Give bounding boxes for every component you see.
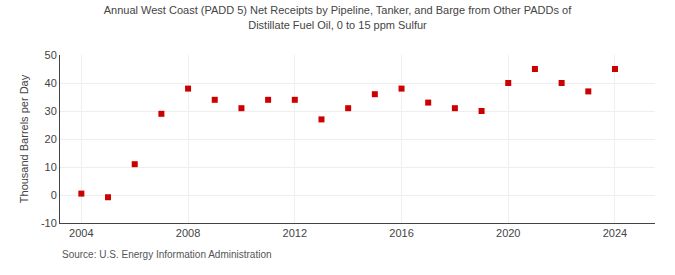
svg-text:Source: U.S. Energy Informatio: Source: U.S. Energy Information Administ… (62, 249, 272, 260)
svg-text:2016: 2016 (389, 227, 413, 239)
svg-text:Annual West Coast (PADD 5) Net: Annual West Coast (PADD 5) Net Receipts … (104, 4, 572, 30)
svg-text:-10: -10 (41, 217, 57, 229)
svg-text:2020: 2020 (496, 227, 520, 239)
svg-text:Thousand Barrels per Day: Thousand Barrels per Day (18, 74, 30, 203)
svg-text:2008: 2008 (176, 227, 200, 239)
svg-text:2024: 2024 (603, 227, 627, 239)
svg-text:0: 0 (51, 189, 57, 201)
svg-text:50: 50 (45, 49, 57, 61)
svg-text:40: 40 (45, 77, 57, 89)
svg-text:2004: 2004 (69, 227, 93, 239)
svg-text:20: 20 (45, 133, 57, 145)
svg-text:30: 30 (45, 105, 57, 117)
svg-text:2012: 2012 (283, 227, 307, 239)
svg-text:10: 10 (45, 161, 57, 173)
